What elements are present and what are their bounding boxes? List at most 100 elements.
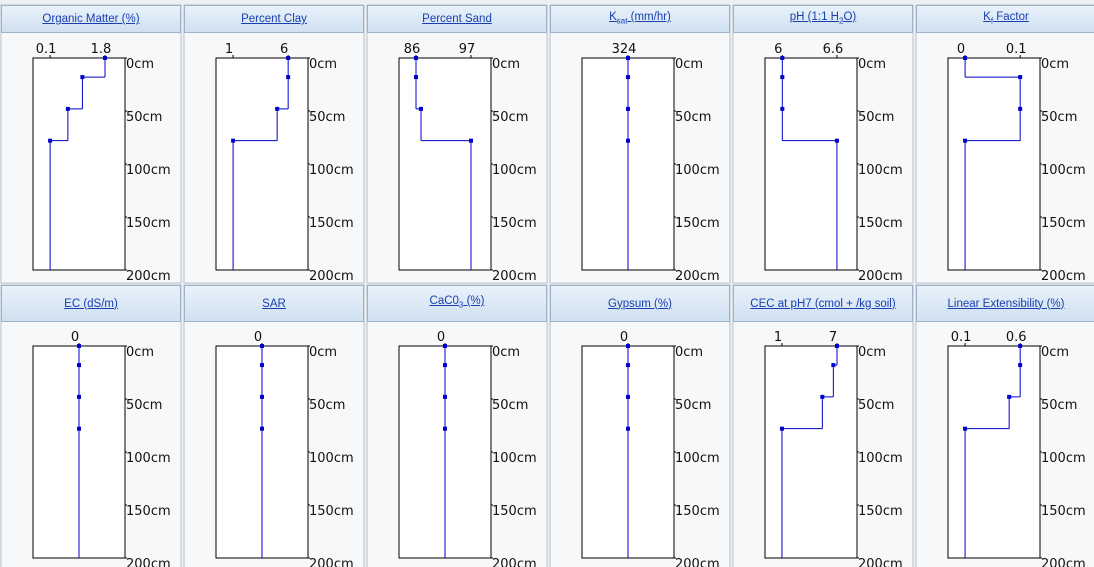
horizon-dot — [835, 344, 840, 348]
y-tick-label: 50cm — [492, 110, 528, 125]
horizon-dot — [443, 394, 447, 399]
header-text: (mm/hr) — [627, 10, 671, 23]
y-tick-label: 50cm — [675, 110, 711, 125]
header-text: K — [609, 10, 617, 23]
y-tick-label: 150cm — [675, 216, 720, 231]
horizon-dot — [275, 106, 280, 111]
horizon-dot — [626, 394, 630, 399]
y-tick-label: 150cm — [1041, 504, 1086, 519]
header-link[interactable]: SAR — [262, 298, 286, 310]
horizon-dot — [260, 363, 264, 368]
horizon-dot — [102, 56, 107, 60]
horizon-dot — [626, 363, 630, 368]
horizon-dot — [443, 344, 447, 348]
y-tick-label: 150cm — [126, 504, 171, 519]
x-tick-label: 0 — [71, 330, 79, 345]
header-link[interactable]: Kf Factor — [983, 11, 1029, 27]
y-tick-label: 200cm — [858, 557, 903, 567]
x-tick-label: 7 — [829, 330, 837, 345]
y-tick-label: 200cm — [492, 557, 537, 567]
horizon-dot — [626, 75, 630, 80]
horizon-dot — [626, 426, 630, 431]
x-tick-label: 0 — [620, 330, 628, 345]
y-tick-label: 150cm — [1041, 216, 1086, 231]
y-tick-label: 50cm — [1041, 398, 1077, 413]
horizon-dot — [419, 106, 423, 111]
horizon-dot — [626, 138, 630, 143]
y-tick-label: 0cm — [858, 57, 886, 72]
horizon-dot — [77, 344, 81, 348]
header-text: 3 — [458, 300, 464, 310]
plot-box — [764, 57, 858, 271]
header-link[interactable]: Percent Clay — [241, 13, 307, 25]
horizon-dot — [260, 344, 264, 348]
y-tick-label: 0cm — [126, 57, 154, 72]
y-tick-label: 150cm — [858, 504, 903, 519]
x-tick-label: 97 — [459, 42, 476, 57]
y-tick-label: 50cm — [309, 398, 345, 413]
header-text: (%) — [463, 295, 485, 308]
horizon-dot — [1018, 363, 1023, 368]
header-text: Gypsum (%) — [608, 297, 672, 310]
y-tick-label: 100cm — [492, 451, 537, 466]
horizon-dot — [414, 56, 418, 60]
header-text: pH (1:1 H — [789, 10, 839, 23]
horizon-dot — [77, 363, 81, 368]
column-header: Linear Extensibility (%) — [916, 285, 1094, 322]
header-text: CEC at pH7 (cmol + /kg soil) — [750, 297, 896, 310]
column-header: CaC03 (%) — [367, 285, 547, 322]
y-tick-label: 50cm — [858, 398, 894, 413]
y-tick-label: 100cm — [675, 451, 720, 466]
y-tick-label: 200cm — [492, 269, 537, 284]
horizon-dot — [286, 75, 291, 80]
x-tick-label: 6.6 — [823, 42, 844, 57]
header-text: Percent Clay — [241, 13, 307, 25]
y-tick-label: 0cm — [309, 57, 337, 72]
header-link[interactable]: Ksat (mm/hr) — [609, 11, 671, 27]
header-link[interactable]: CaC03 (%) — [430, 295, 485, 311]
header-text: f — [990, 16, 994, 26]
horizon-dot — [780, 56, 785, 60]
y-tick-label: 50cm — [126, 398, 162, 413]
x-tick-label: 1 — [774, 330, 782, 345]
header-link[interactable]: Organic Matter (%) — [42, 13, 139, 25]
header-text: K — [983, 10, 991, 23]
y-tick-label: 200cm — [1041, 269, 1086, 284]
y-tick-label: 150cm — [492, 504, 537, 519]
y-tick-label: 200cm — [858, 269, 903, 284]
y-tick-label: 50cm — [1041, 110, 1077, 125]
y-tick-label: 0cm — [1041, 345, 1069, 360]
x-tick-label: 0 — [957, 42, 965, 57]
header-link[interactable]: Gypsum (%) — [608, 298, 672, 310]
y-tick-label: 50cm — [309, 110, 345, 125]
horizon-dot — [1018, 106, 1023, 111]
horizon-dot — [834, 138, 839, 143]
x-tick-label: 0.1 — [1006, 42, 1027, 57]
horizon-dot — [1007, 394, 1012, 399]
horizon-dot — [286, 56, 291, 60]
plot-box — [764, 345, 858, 559]
y-tick-label: 100cm — [309, 163, 354, 178]
y-tick-label: 50cm — [126, 110, 162, 125]
column-header: Ksat (mm/hr) — [550, 5, 730, 33]
horizon-dot — [779, 426, 784, 431]
header-link[interactable]: Linear Extensibility (%) — [948, 298, 1065, 310]
horizon-dot — [626, 344, 630, 348]
header-link[interactable]: CEC at pH7 (cmol + /kg soil) — [750, 298, 895, 310]
y-tick-label: 100cm — [675, 163, 720, 178]
horizon-dot — [469, 138, 473, 143]
header-link[interactable]: pH (1:1 H2O) — [790, 11, 856, 27]
header-text: EC (dS/m) — [64, 297, 118, 310]
header-text: SAR — [262, 297, 286, 310]
y-tick-label: 200cm — [309, 269, 354, 284]
horizon-dot — [780, 75, 785, 80]
header-link[interactable]: Percent Sand — [422, 13, 492, 25]
header-link[interactable]: EC (dS/m) — [64, 298, 118, 310]
y-tick-label: 100cm — [1041, 451, 1086, 466]
y-tick-label: 150cm — [675, 504, 720, 519]
y-tick-label: 100cm — [309, 451, 354, 466]
y-tick-label: 200cm — [126, 557, 171, 567]
header-text: Organic Matter (%) — [42, 13, 140, 25]
plot-box — [947, 57, 1041, 271]
y-tick-label: 200cm — [126, 269, 171, 284]
